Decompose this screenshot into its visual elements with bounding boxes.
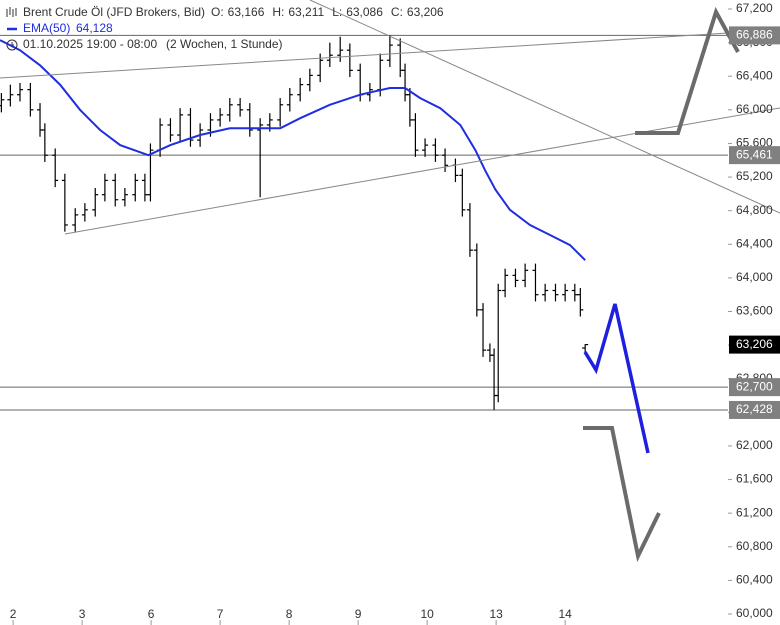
y-axis: 60,000 60,400 60,800 61,200 61,600 62,000 62,4… [10,1,780,625]
x-tick-label: 8 [286,607,293,621]
price-box-label: 66,886 [736,28,773,42]
price-box-label: 65,461 [736,147,773,161]
price-box [729,26,780,45]
ohlc-value: 63,166 [228,5,265,19]
clock-icon [6,39,18,51]
drawings [0,0,780,563]
x-tick-label: 6 [148,607,155,621]
ohlc-value: 63,086 [346,5,383,19]
y-tick-label: 66,400 [736,68,773,82]
title: Brent Crude Öl (JFD Brokers, Bid) [23,5,205,19]
y-tick-label: 61,600 [736,472,773,486]
projection-up [635,6,740,135]
x-tick-label: 13 [489,607,503,621]
legend-entry: EMA(50) [23,21,70,35]
price-box [729,400,780,419]
legend: Brent Crude Öl (JFD Brokers, Bid) EMA(50… [6,5,444,51]
y-tick-label: 60,800 [736,539,773,553]
ohlc-label: H: [272,5,284,19]
price-box-label: 62,700 [736,379,773,393]
ohlc-value: 63,211 [288,5,324,19]
x-tick-label: 2 [10,607,17,621]
x-tick-label: 10 [420,607,434,621]
y-tick-label: 63,600 [736,304,773,318]
price-box-label: 62,428 [736,402,773,416]
trend-line [64,107,780,235]
clock-hands [11,42,14,46]
x-tick-label: 14 [558,607,572,621]
y-tick-label: 65,200 [736,169,773,183]
y-tick-label: 61,200 [736,505,773,519]
projection-down [583,426,661,563]
legend-value: 64,128 [76,21,113,35]
y-tick-label: 65,600 [736,136,773,150]
y-tick-label: 62,000 [736,438,773,452]
ohlc-label: O: [211,5,224,19]
y-tick-label: 60,000 [736,606,773,620]
period: 01.10.2025 19:00 - 08:00 [23,37,157,51]
plot-area [0,34,728,411]
ema-line [0,39,586,261]
y-tick-label: 64,000 [736,270,773,284]
y-tick-label: 60,400 [736,573,773,587]
x-tick-label: 9 [355,607,362,621]
x-tick-label: 3 [79,607,86,621]
last-price-box-label: 63,206 [736,337,773,351]
projection-blue [583,303,650,454]
trend-line [0,32,729,79]
y-tick-label: 64,800 [736,203,773,217]
bar-icon [6,7,17,17]
ohlc-value: 63,206 [407,5,444,19]
ohlc-label: C: [391,5,403,19]
ohlc-label: L: [332,5,342,19]
price-box [729,146,780,165]
x-tick-label: 7 [217,607,224,621]
price-box [729,378,780,397]
y-tick-label: 67,200 [736,1,773,15]
trend-line [309,0,780,214]
interval: (2 Wochen, 1 Stunde) [166,37,283,51]
y-tick-label: 64,400 [736,236,773,250]
last-price-box [729,335,780,354]
y-tick-label: 66,000 [736,102,773,116]
